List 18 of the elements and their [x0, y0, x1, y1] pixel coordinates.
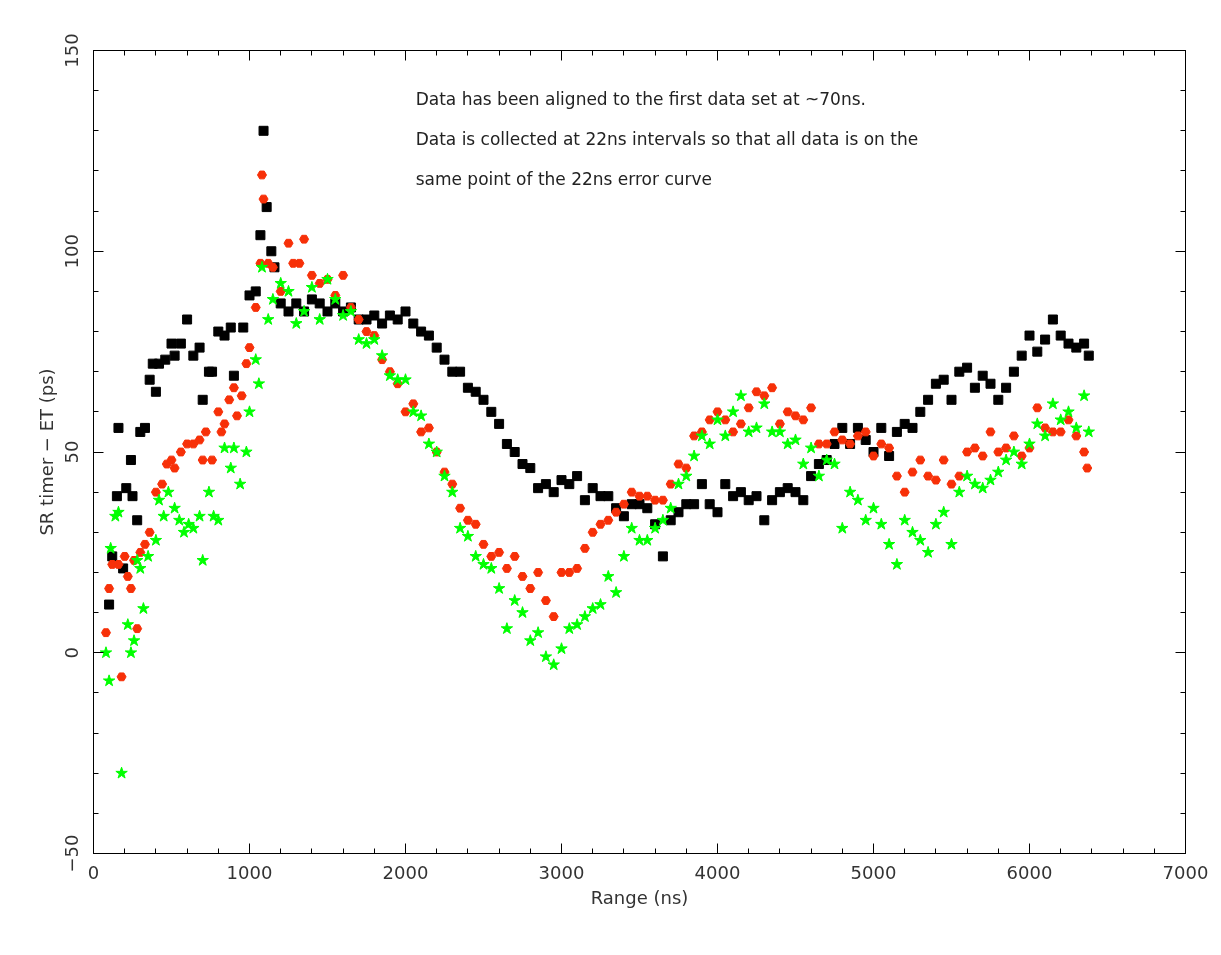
annotation: same point of the 22ns error curve: [415, 168, 713, 189]
annotation: Data is collected at 22ns intervals so that all data is on the: [415, 128, 919, 149]
y-tick-label: 0: [60, 647, 82, 659]
x-axis-title: Range (ns): [590, 886, 689, 908]
x-tick-label: 7000: [1162, 861, 1209, 883]
x-tick-label: 0: [87, 861, 100, 883]
y-tick-label: 150: [60, 33, 82, 68]
y-tick-label: 100: [60, 234, 82, 269]
y-tick-label: 50: [60, 440, 82, 464]
y-tick-label: −50: [60, 834, 82, 873]
y-axis-title: SR timer − ET (ps): [35, 368, 57, 536]
annotation: Data has been aligned to the first data set at ~70ns.: [415, 88, 866, 109]
x-tick-label: 6000: [1006, 861, 1053, 883]
x-tick-label: 5000: [850, 861, 897, 883]
x-tick-label: 3000: [538, 861, 585, 883]
x-tick-label: 1000: [226, 861, 273, 883]
x-tick-label: 2000: [382, 861, 429, 883]
x-tick-label: 4000: [694, 861, 741, 883]
